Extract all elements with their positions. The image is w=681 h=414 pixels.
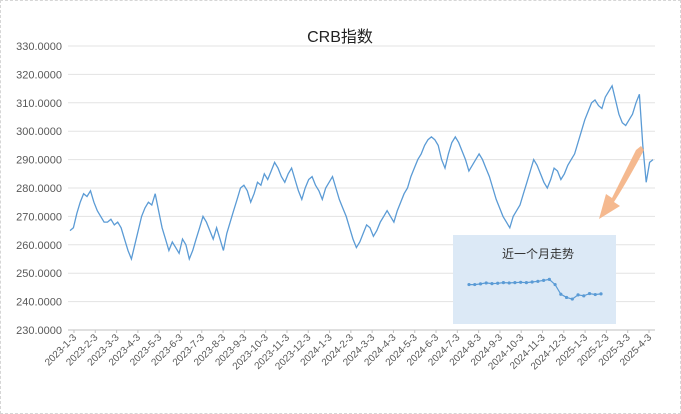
inset-point bbox=[587, 291, 592, 296]
y-tick-label: 320.0000 bbox=[16, 69, 62, 81]
inset-panel: 近一个月走势 bbox=[453, 235, 616, 324]
inset-point bbox=[582, 294, 586, 298]
inset-point bbox=[507, 281, 511, 285]
y-tick-label: 240.0000 bbox=[16, 297, 62, 309]
inset-background bbox=[453, 235, 616, 324]
y-tick-label: 280.0000 bbox=[16, 183, 62, 195]
y-tick-label: 230.0000 bbox=[16, 325, 62, 337]
inset-point bbox=[490, 281, 494, 286]
inset-point bbox=[467, 282, 471, 287]
inset-point bbox=[524, 281, 528, 285]
y-tick-label: 330.0000 bbox=[16, 41, 62, 53]
inset-point bbox=[570, 297, 574, 301]
y-tick-label: 250.0000 bbox=[16, 268, 62, 280]
inset-point bbox=[478, 282, 483, 286]
x-axis-ticks: 2023-1-32023-2-32023-3-32023-4-32023-5-3… bbox=[43, 330, 654, 372]
y-tick-label: 290.0000 bbox=[16, 155, 62, 167]
y-tick-label: 260.0000 bbox=[16, 240, 62, 252]
inset-point bbox=[513, 281, 517, 285]
annotation-arrow bbox=[599, 146, 644, 219]
chart-title: CRB指数 bbox=[307, 28, 373, 46]
inset-point bbox=[547, 277, 551, 281]
y-axis-ticks: 230.0000 240.0000 250.0000 260.0000 270.0000… bbox=[16, 41, 62, 337]
inset-point bbox=[484, 281, 488, 285]
arrow-shape bbox=[599, 146, 644, 219]
inset-point bbox=[536, 279, 540, 283]
inset-point bbox=[553, 282, 557, 287]
y-tick-label: 300.0000 bbox=[16, 126, 62, 138]
crb-series-line bbox=[69, 84, 654, 262]
inset-point bbox=[519, 280, 523, 284]
inset-point bbox=[496, 281, 500, 285]
y-tick-label: 310.0000 bbox=[16, 98, 62, 110]
inset-point bbox=[576, 293, 580, 297]
inset-point bbox=[501, 281, 506, 285]
inset-point bbox=[473, 282, 477, 287]
inset-point bbox=[542, 278, 546, 282]
inset-points bbox=[467, 277, 603, 301]
y-tick-label: 270.0000 bbox=[16, 211, 62, 223]
inset-point bbox=[564, 295, 569, 300]
inset-point bbox=[559, 292, 563, 296]
inset-point bbox=[593, 292, 597, 297]
inset-point bbox=[599, 292, 603, 296]
inset-title: 近一个月走势 bbox=[502, 247, 574, 261]
inset-point bbox=[530, 280, 534, 284]
